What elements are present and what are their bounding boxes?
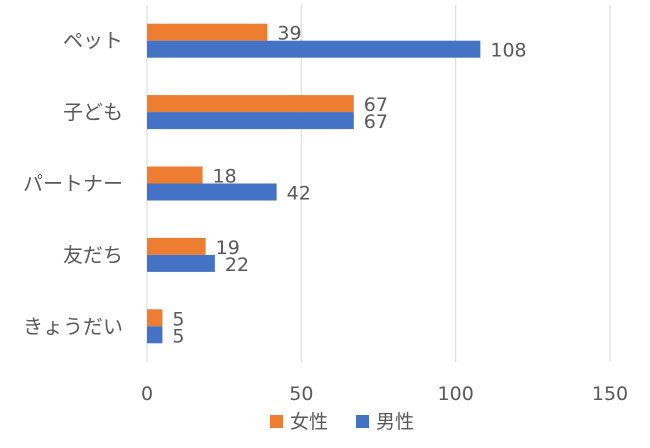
bar-female [147, 166, 203, 184]
bar-female [147, 23, 268, 41]
data-label: 19 [216, 237, 240, 259]
data-label: 5 [172, 308, 184, 330]
legend-label: 男性 [376, 411, 414, 433]
legend-swatch [356, 415, 369, 428]
x-tick-label: 150 [592, 383, 628, 405]
bar-male [147, 326, 163, 344]
data-label: 67 [364, 94, 388, 116]
category-label: 子ども [63, 100, 123, 124]
bar-male [147, 183, 277, 201]
data-label: 108 [490, 40, 526, 62]
x-tick-label: 50 [289, 383, 313, 405]
category-label: ペット [63, 29, 123, 53]
bar-male [147, 254, 215, 272]
data-label: 5 [172, 325, 184, 347]
legend-label: 女性 [290, 411, 328, 433]
data-label: 67 [364, 111, 388, 133]
x-tick-label: 0 [141, 383, 153, 405]
data-label: 18 [213, 166, 237, 188]
bar-female [147, 237, 206, 255]
x-tick-label: 100 [438, 383, 474, 405]
data-label: 39 [277, 23, 301, 45]
legend-swatch [270, 415, 283, 428]
bar-male [147, 112, 354, 130]
data-label: 22 [225, 254, 249, 276]
bar-female [147, 309, 163, 327]
data-label: 42 [287, 183, 311, 205]
bar-male [147, 40, 481, 58]
bar-female [147, 95, 354, 113]
category-label: きょうだい [23, 314, 123, 338]
category-label: 友だち [63, 243, 123, 267]
category-label: パートナー [23, 172, 123, 196]
